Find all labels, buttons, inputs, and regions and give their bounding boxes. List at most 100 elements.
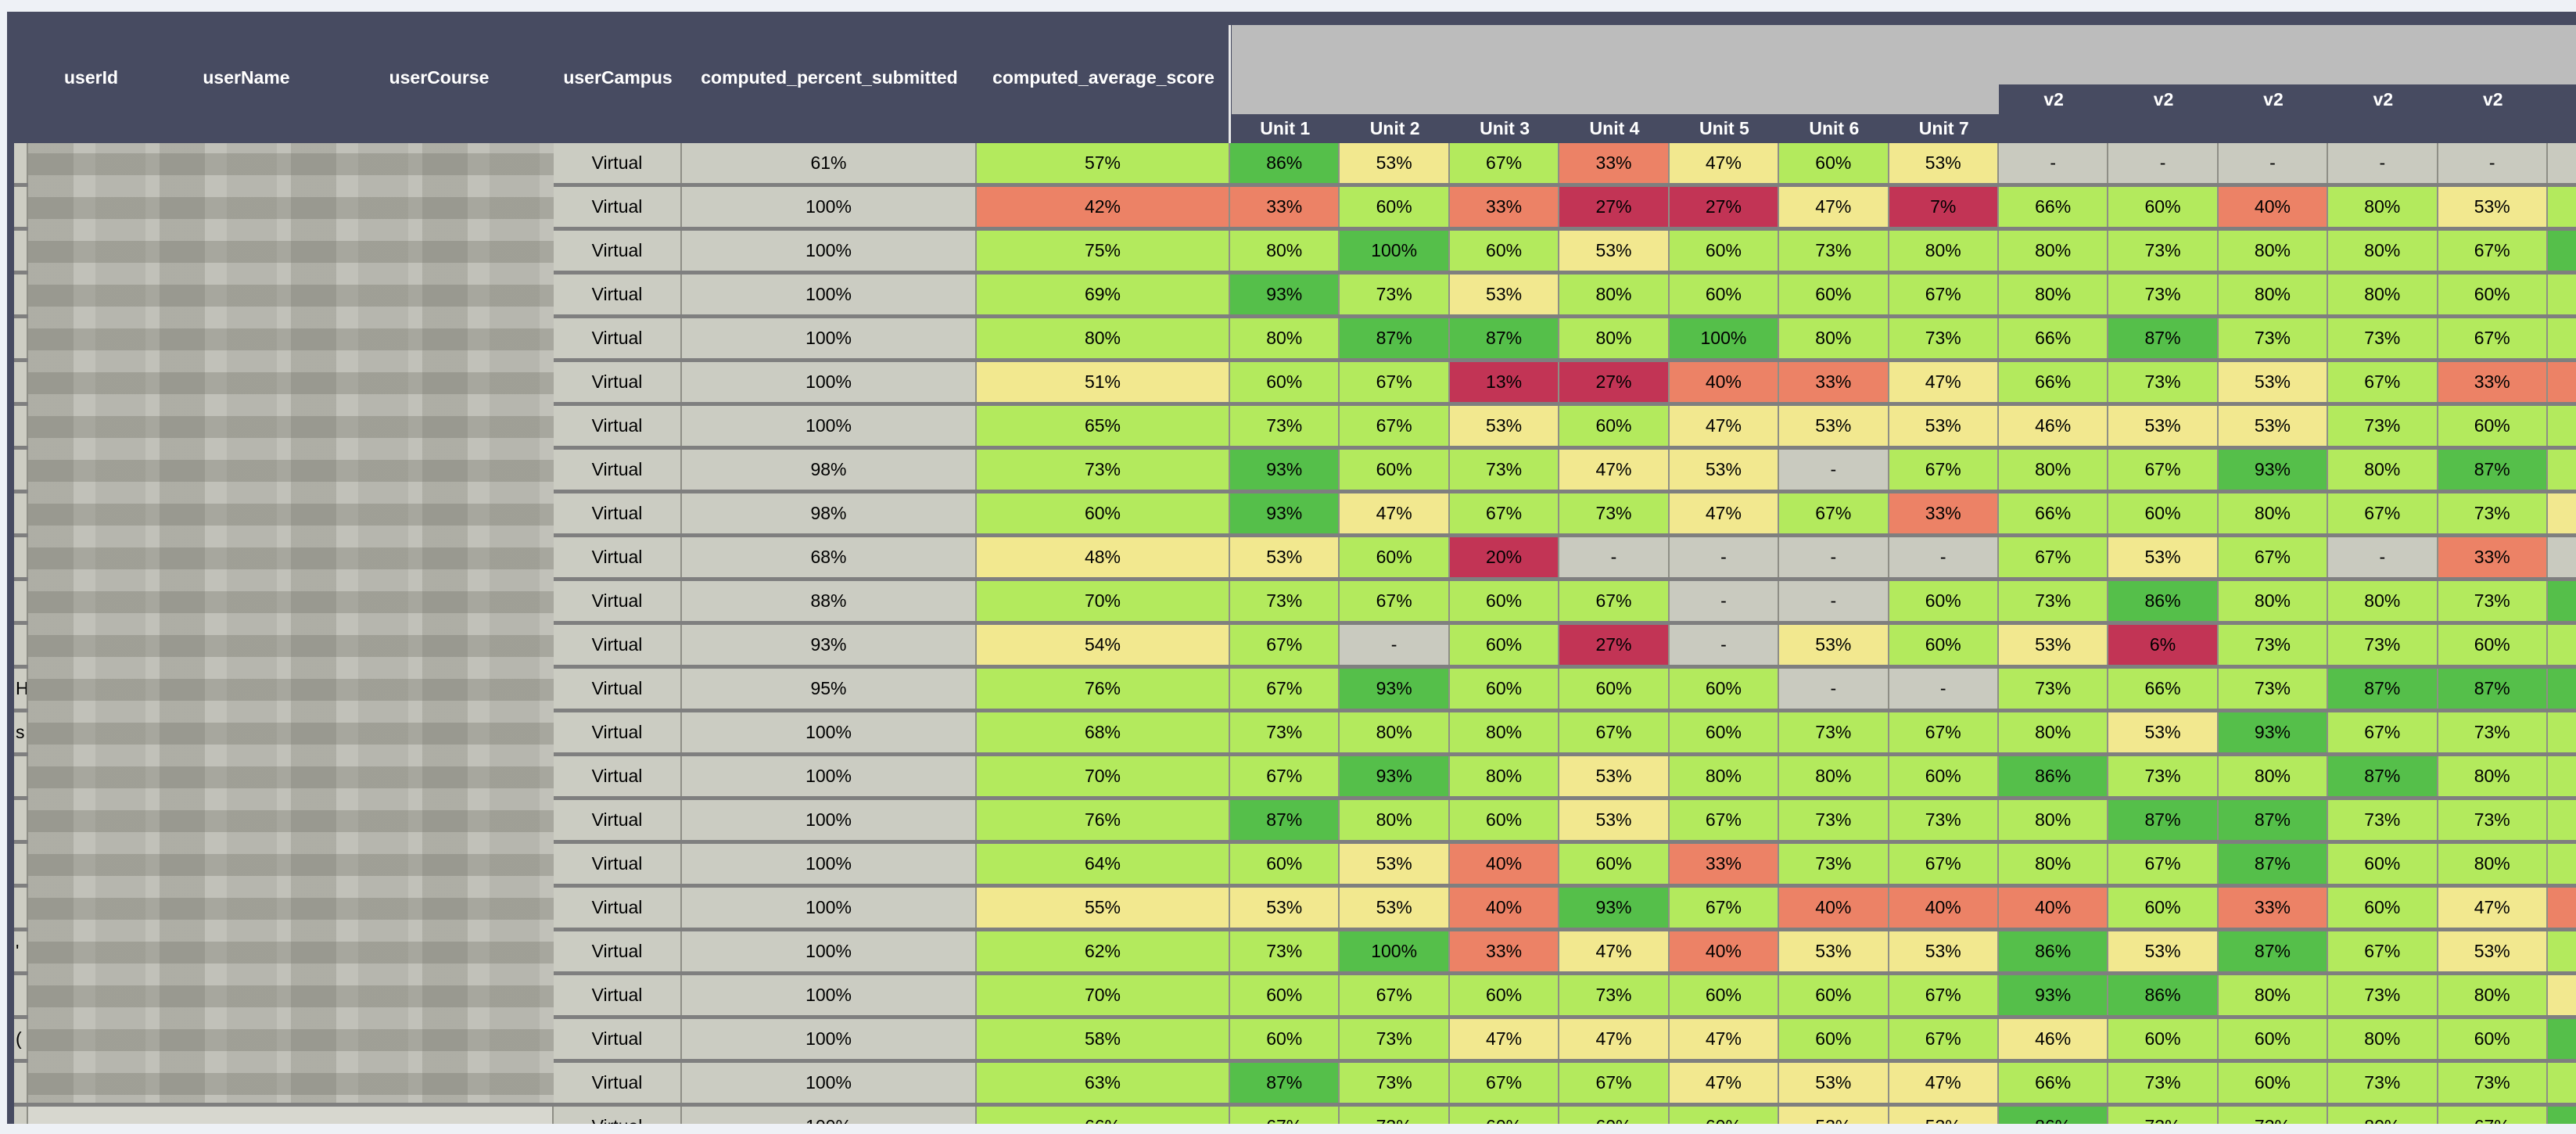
average-score-cell[interactable]: 76% [977, 800, 1230, 840]
average-score-cell[interactable]: 68% [977, 712, 1230, 752]
cutoff-column-cell[interactable] [2547, 187, 2576, 227]
percent-submitted-cell[interactable]: 100% [682, 844, 977, 884]
v2-2-score-cell[interactable]: 67% [2108, 844, 2219, 884]
percent-submitted-cell[interactable]: 100% [682, 931, 977, 971]
unit-2-score-cell[interactable]: 80% [1340, 800, 1450, 840]
unit-1-score-cell[interactable]: 33% [1230, 187, 1340, 227]
v2-2-score-cell[interactable]: - [2108, 143, 2219, 183]
unit-6-score-cell[interactable]: 33% [1779, 362, 1889, 402]
v2-1-score-cell[interactable]: 66% [1998, 362, 2109, 402]
unit-3-score-cell[interactable]: 60% [1449, 231, 1560, 271]
col-header-usercourse[interactable]: userCourse [389, 66, 490, 88]
unit-2-score-cell[interactable]: 60% [1340, 450, 1450, 490]
average-score-cell[interactable]: 58% [977, 1019, 1230, 1059]
unit-7-score-cell[interactable]: 7% [1889, 187, 1999, 227]
v2-1-score-cell[interactable]: 40% [1998, 888, 2109, 928]
cutoff-column-cell[interactable] [2547, 231, 2576, 271]
unit-3-score-cell[interactable]: 53% [1449, 275, 1560, 314]
percent-submitted-cell[interactable]: 100% [682, 231, 977, 271]
v2-1-score-cell[interactable]: 46% [1998, 1019, 2109, 1059]
userid-cell-fragment[interactable] [14, 1063, 28, 1103]
v2-1-score-cell[interactable]: 86% [1998, 756, 2109, 796]
v2-3-score-cell[interactable]: 93% [2218, 712, 2329, 752]
v2-3-score-cell[interactable]: 93% [2218, 450, 2329, 490]
v2-4-score-cell[interactable]: 67% [2328, 931, 2438, 971]
unit-1-score-cell[interactable]: 53% [1230, 537, 1340, 577]
unit-6-score-cell[interactable]: 73% [1779, 844, 1889, 884]
unit-2-score-cell[interactable]: - [1340, 625, 1450, 665]
campus-cell[interactable]: Virtual [554, 1063, 682, 1103]
unit-2-score-cell[interactable]: 73% [1340, 275, 1450, 314]
userid-cell-fragment[interactable] [14, 756, 28, 796]
unit-2-score-cell[interactable]: 47% [1340, 493, 1450, 533]
unit-4-score-cell[interactable]: - [1559, 537, 1670, 577]
v2-2-score-cell[interactable]: 73% [2108, 1107, 2219, 1124]
v2-2-score-cell[interactable]: 60% [2108, 187, 2219, 227]
v2-1-score-cell[interactable]: 66% [1998, 187, 2109, 227]
cutoff-column-cell[interactable] [2547, 275, 2576, 314]
v2-5-score-cell[interactable]: 67% [2438, 231, 2548, 271]
unit-1-score-cell[interactable]: 80% [1230, 318, 1340, 358]
unit-3-score-cell[interactable]: 20% [1449, 537, 1560, 577]
v2-1-score-cell[interactable]: - [1998, 143, 2109, 183]
v2-1-score-cell[interactable]: 46% [1998, 406, 2109, 446]
percent-submitted-cell[interactable]: 93% [682, 625, 977, 665]
unit-5-score-cell[interactable]: 27% [1669, 187, 1780, 227]
campus-cell[interactable]: Virtual [554, 888, 682, 928]
v2-4-score-cell[interactable]: 80% [2328, 450, 2438, 490]
v2-3-score-cell[interactable]: 60% [2218, 1063, 2329, 1103]
v2-2-score-cell[interactable]: 66% [2108, 669, 2219, 709]
average-score-cell[interactable]: 70% [977, 756, 1230, 796]
unit-6-score-cell[interactable]: - [1779, 450, 1889, 490]
unit-7-score-cell[interactable]: 60% [1889, 581, 1999, 621]
unit-5-score-cell[interactable]: 60% [1669, 975, 1780, 1015]
unit-1-score-cell[interactable]: 53% [1230, 888, 1340, 928]
v2-5-score-cell[interactable]: 80% [2438, 844, 2548, 884]
v2-4-score-cell[interactable]: 73% [2328, 1063, 2438, 1103]
campus-cell[interactable]: Virtual [554, 450, 682, 490]
unit-3-score-cell[interactable]: 33% [1449, 187, 1560, 227]
unit-1-score-cell[interactable]: 73% [1230, 581, 1340, 621]
unit-6-score-cell[interactable]: 80% [1779, 318, 1889, 358]
col-header-unit-5[interactable]: Unit 5 [1699, 118, 1749, 138]
col-header-unit-3[interactable]: Unit 3 [1480, 118, 1530, 138]
unit-7-score-cell[interactable]: 60% [1889, 625, 1999, 665]
userid-cell-fragment[interactable] [14, 844, 28, 884]
unit-7-score-cell[interactable]: 60% [1889, 756, 1999, 796]
unit-4-score-cell[interactable]: 80% [1559, 275, 1670, 314]
cutoff-column-cell[interactable] [2547, 362, 2576, 402]
unit-7-score-cell[interactable]: - [1889, 669, 1999, 709]
unit-4-score-cell[interactable]: 47% [1559, 1019, 1670, 1059]
unit-4-score-cell[interactable]: 67% [1559, 712, 1670, 752]
unit-4-score-cell[interactable]: 60% [1559, 844, 1670, 884]
unit-1-score-cell[interactable]: 73% [1230, 931, 1340, 971]
unit-4-score-cell[interactable]: 53% [1559, 800, 1670, 840]
unit-6-score-cell[interactable]: - [1779, 581, 1889, 621]
unit-2-score-cell[interactable]: 80% [1340, 712, 1450, 752]
unit-6-score-cell[interactable]: 40% [1779, 888, 1889, 928]
v2-4-score-cell[interactable]: 67% [2328, 712, 2438, 752]
v2-3-score-cell[interactable]: 53% [2218, 362, 2329, 402]
unit-1-score-cell[interactable]: 60% [1230, 975, 1340, 1015]
unit-7-score-cell[interactable]: 33% [1889, 493, 1999, 533]
userid-cell-fragment[interactable]: ' [14, 931, 28, 971]
v2-1-score-cell[interactable]: 93% [1998, 975, 2109, 1015]
cutoff-column-cell[interactable] [2547, 450, 2576, 490]
unit-2-score-cell[interactable]: 100% [1340, 931, 1450, 971]
col-header-userid[interactable]: userId [63, 66, 119, 88]
unit-3-score-cell[interactable]: 53% [1449, 406, 1560, 446]
campus-cell[interactable]: Virtual [554, 800, 682, 840]
unit-1-score-cell[interactable]: 73% [1230, 712, 1340, 752]
v2-4-score-cell[interactable]: 80% [2328, 581, 2438, 621]
unit-2-score-cell[interactable]: 67% [1340, 975, 1450, 1015]
v2-1-score-cell[interactable]: 67% [1998, 537, 2109, 577]
unit-1-score-cell[interactable]: 60% [1230, 844, 1340, 884]
unit-2-score-cell[interactable]: 87% [1340, 318, 1450, 358]
unit-2-score-cell[interactable]: 73% [1340, 1063, 1450, 1103]
v2-3-score-cell[interactable]: 80% [2218, 493, 2329, 533]
v2-3-score-cell[interactable]: 87% [2218, 844, 2329, 884]
unit-6-score-cell[interactable]: 67% [1779, 493, 1889, 533]
unit-1-score-cell[interactable]: 67% [1230, 669, 1340, 709]
unit-6-score-cell[interactable]: 73% [1779, 800, 1889, 840]
userid-cell-fragment[interactable] [14, 800, 28, 840]
